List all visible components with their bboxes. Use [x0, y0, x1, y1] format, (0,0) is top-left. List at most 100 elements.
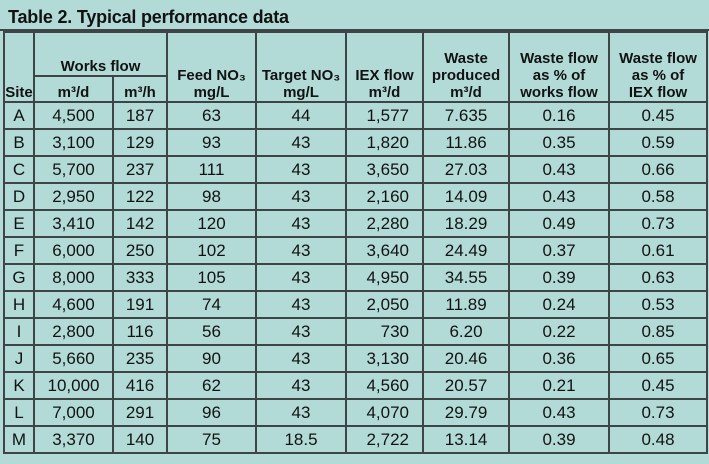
col-header-waste-pct-works-flow: Waste flow as % of works flow — [508, 31, 611, 103]
header-line: mg/L — [283, 84, 319, 101]
table-cell: 4,500 — [33, 101, 114, 130]
table-cell: 250 — [111, 236, 169, 265]
table-cell: 120 — [166, 209, 258, 238]
table-row: M 3,370 140 75 18.5 2,722 13.14 0.39 0.48 — [3, 425, 709, 454]
table-cell: 416 — [111, 371, 169, 400]
table-row: J 5,660 235 90 43 3,130 20.46 0.36 0.65 — [3, 344, 709, 373]
header-line: Feed NO₃ — [177, 67, 246, 84]
table-row: L 7,000 291 96 43 4,070 29.79 0.43 0.73 — [3, 398, 709, 427]
table-body: A 4,500 187 63 44 1,577 7.635 0.16 0.45 B 3,100 129… — [3, 101, 709, 454]
header-line: IEX flow — [628, 84, 688, 101]
table-cell: 43 — [255, 128, 348, 157]
table-cell: 43 — [255, 290, 348, 319]
table-cell: 75 — [166, 425, 258, 454]
table-cell: 187 — [111, 101, 169, 130]
table-cell: 0.63 — [608, 263, 709, 292]
col-header-works-flow: Works flow — [32, 31, 169, 77]
table-cell: 43 — [255, 398, 348, 427]
table-row: A 4,500 187 63 44 1,577 7.635 0.16 0.45 — [3, 101, 709, 130]
table-cell: 4,950 — [345, 263, 425, 292]
table-cell: 142 — [111, 209, 169, 238]
table-cell: 0.66 — [608, 155, 709, 184]
table-cell: 1,820 — [345, 128, 425, 157]
table-cell: 105 — [166, 263, 258, 292]
header-line: Target NO₃ — [261, 67, 341, 84]
table-cell: 0.45 — [608, 101, 709, 130]
table-cell: 0.37 — [508, 236, 611, 265]
table-cell: 7,000 — [33, 398, 114, 427]
table-cell: 96 — [166, 398, 258, 427]
table-cell: 0.16 — [508, 101, 611, 130]
table-cell: 0.49 — [508, 209, 611, 238]
caption-divider — [0, 29, 709, 31]
table-cell: 129 — [111, 128, 169, 157]
header-line: Waste flow — [619, 50, 697, 67]
site-cell: L — [3, 398, 35, 427]
table-cell: 5,660 — [33, 344, 114, 373]
site-cell: K — [3, 371, 35, 400]
table-header: Site Works flow Feed NO₃ mg/L Target NO₃… — [3, 31, 709, 103]
performance-data-table: Site Works flow Feed NO₃ mg/L Target NO₃… — [3, 31, 709, 454]
site-cell: B — [3, 128, 35, 157]
table-cell: 43 — [255, 155, 348, 184]
table-cell: 24.49 — [422, 236, 511, 265]
table-cell: 63 — [166, 101, 258, 130]
table-cell: 43 — [255, 263, 348, 292]
table-cell: 0.39 — [508, 263, 611, 292]
header-line: IEX flow — [355, 67, 414, 84]
table-cell: 43 — [255, 182, 348, 211]
table-cell: 116 — [111, 317, 169, 346]
col-header-waste-produced: Waste produced m³/d — [422, 31, 511, 103]
table-cell: 6,000 — [33, 236, 114, 265]
header-row-units: m³/d m³/h — [4, 76, 707, 103]
header-line: as % of — [631, 67, 685, 84]
table-row: K 10,000 416 62 43 4,560 20.57 0.21 0.45 — [3, 371, 709, 400]
table-cell: 56 — [166, 317, 258, 346]
table-cell: 62 — [166, 371, 258, 400]
table-cell: 3,650 — [345, 155, 425, 184]
table-cell: 10,000 — [33, 371, 114, 400]
table-cell: 27.03 — [422, 155, 511, 184]
col-header-works-flow-m3d: m³/d — [33, 76, 114, 103]
table-row: B 3,100 129 93 43 1,820 11.86 0.35 0.59 — [3, 128, 709, 157]
table-cell: 291 — [111, 398, 169, 427]
table-cell: 0.48 — [608, 425, 709, 454]
table-cell: 43 — [255, 236, 348, 265]
table-cell: 0.24 — [508, 290, 611, 319]
table-cell: 0.45 — [608, 371, 709, 400]
site-cell: A — [3, 101, 35, 130]
table-cell: 0.43 — [508, 182, 611, 211]
table-cell: 2,050 — [345, 290, 425, 319]
table-cell: 0.43 — [508, 398, 611, 427]
table-cell: 44 — [255, 101, 348, 130]
site-cell: J — [3, 344, 35, 373]
table-cell: 0.39 — [508, 425, 611, 454]
table-cell: 0.59 — [608, 128, 709, 157]
table-cell: 6.20 — [422, 317, 511, 346]
table-cell: 18.29 — [422, 209, 511, 238]
table-cell: 0.65 — [608, 344, 709, 373]
table-cell: 3,100 — [33, 128, 114, 157]
table-cell: 90 — [166, 344, 258, 373]
header-line: Waste flow — [520, 50, 598, 67]
table-cell: 0.36 — [508, 344, 611, 373]
table-cell: 0.21 — [508, 371, 611, 400]
table-cell: 43 — [255, 317, 348, 346]
table-row: H 4,600 191 74 43 2,050 11.89 0.24 0.53 — [3, 290, 709, 319]
table-row: I 2,800 116 56 43 730 6.20 0.22 0.85 — [3, 317, 709, 346]
site-cell: F — [3, 236, 35, 265]
table-cell: 13.14 — [422, 425, 511, 454]
header-line: as % of — [532, 67, 586, 84]
table-cell: 34.55 — [422, 263, 511, 292]
site-cell: M — [3, 425, 35, 454]
header-line: mg/L — [193, 84, 230, 101]
table-row: C 5,700 237 111 43 3,650 27.03 0.43 0.66 — [3, 155, 709, 184]
table-cell: 0.22 — [508, 317, 611, 346]
table-cell: 0.73 — [608, 209, 709, 238]
header-line: m³/d — [450, 84, 482, 101]
table-row: G 8,000 333 105 43 4,950 34.55 0.39 0.63 — [3, 263, 709, 292]
table-cell: 74 — [166, 290, 258, 319]
table-cell: 11.89 — [422, 290, 511, 319]
site-cell: I — [3, 317, 35, 346]
